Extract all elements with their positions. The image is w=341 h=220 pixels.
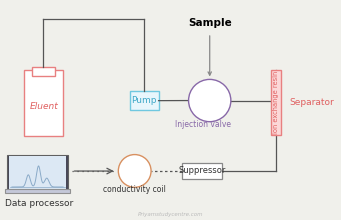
Text: Pump: Pump (131, 96, 157, 105)
Text: conductivity coil: conductivity coil (103, 185, 166, 194)
Text: Data processor: Data processor (5, 199, 73, 208)
Ellipse shape (189, 79, 231, 122)
Bar (32, 67, 55, 76)
Ellipse shape (118, 155, 151, 187)
Bar (9, 156, 66, 190)
Text: Sample: Sample (188, 18, 232, 28)
Text: Separator: Separator (290, 98, 335, 107)
Bar (5, 189, 70, 193)
Text: Priyamstudycentre.com: Priyamstudycentre.com (138, 212, 203, 217)
Text: Suppressor: Suppressor (178, 167, 225, 175)
Bar (271, 70, 281, 135)
Text: Eluent: Eluent (29, 102, 58, 111)
Text: Ion exchange resin: Ion exchange resin (273, 71, 279, 134)
Bar (24, 70, 63, 136)
Bar (130, 91, 159, 110)
Bar (7, 155, 68, 191)
Bar (182, 163, 222, 179)
Text: Injection valve: Injection valve (175, 120, 231, 129)
